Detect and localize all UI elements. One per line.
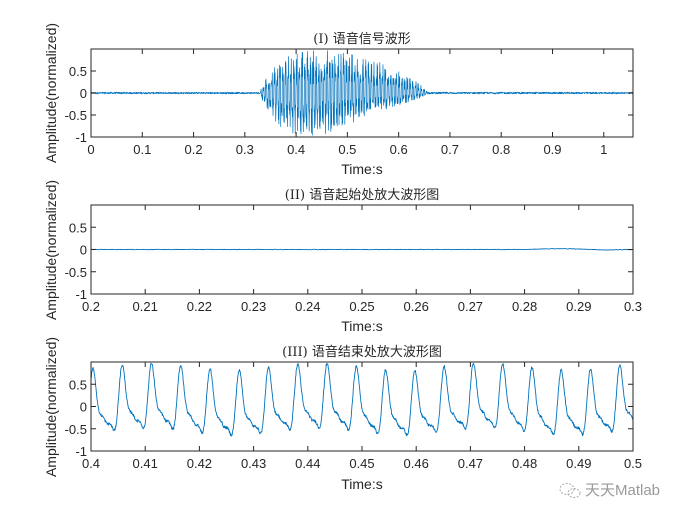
- axes-3-title: (III) 语音结束处放大波形图: [282, 344, 442, 360]
- watermark: 天天Matlab: [559, 482, 660, 499]
- axes-3-plot-area: 0.4 0.41 0.42 0.43 0.44 0.45 0.46 0.47 0.48 0.49 0…: [65, 361, 642, 471]
- series-line: [91, 50, 633, 136]
- y-tick-label: -0.5: [65, 422, 87, 437]
- x-tick-label: 0.8: [492, 142, 510, 157]
- axes-1-title: (I) 语音信号波形: [313, 31, 410, 47]
- y-tick-label: 0: [80, 86, 87, 101]
- axes-2-ylabel: Amplitude(normalized): [43, 180, 59, 320]
- x-tick-label: 0: [87, 142, 94, 157]
- y-tick-label: -1: [75, 287, 87, 302]
- series-line: [91, 362, 633, 437]
- series-line: [91, 247, 633, 251]
- x-tick-label: 0.22: [187, 299, 212, 314]
- axes-2-plot-area: 0.2 0.21 0.22 0.23 0.24 0.25 0.26 0.27 0.28 0.29 0…: [65, 204, 642, 314]
- x-tick-label: 0.1: [133, 142, 151, 157]
- y-tick-label: 0.5: [69, 220, 87, 235]
- y-tick-label: 0: [80, 243, 87, 258]
- x-tick-label: 0.4: [287, 142, 305, 157]
- x-tick-label: 0.5: [338, 142, 356, 157]
- x-tick-label: 0.49: [566, 456, 591, 471]
- x-tick-label: 0.23: [241, 299, 266, 314]
- y-tick-label: -1: [75, 130, 87, 145]
- watermark-text: 天天Matlab: [585, 482, 660, 499]
- x-tick-label: 0.6: [390, 142, 408, 157]
- axes-3-xlabel: Time:s: [341, 476, 382, 492]
- axes-1-signal-waveform: (I) 语音信号波形 0 0.1 0.2 0.3 0.4 0.5 0.6 0.7 0.8 0.9 1…: [43, 23, 634, 177]
- y-tick-label: 0.5: [69, 64, 87, 79]
- x-tick-label: 0.27: [458, 299, 483, 314]
- axes-2-xlabel: Time:s: [341, 318, 382, 334]
- x-tick-label: 0.5: [624, 456, 642, 471]
- y-tick-label: 0: [80, 400, 87, 415]
- x-tick-label: 0.29: [566, 299, 591, 314]
- x-tick-label: 0.41: [133, 456, 158, 471]
- x-tick-label: 0.7: [441, 142, 459, 157]
- x-tick-label: 0.47: [458, 456, 483, 471]
- x-tick-label: 1: [600, 142, 607, 157]
- x-tick-label: 0.26: [404, 299, 429, 314]
- axes-2-title: (II) 语音起始处放大波形图: [285, 187, 440, 203]
- x-tick-label: 0.48: [512, 456, 537, 471]
- x-tick-label: 0.3: [236, 142, 254, 157]
- x-tick-label: 0.3: [624, 299, 642, 314]
- x-tick-label: 0.46: [404, 456, 429, 471]
- x-tick-label: 0.4: [82, 456, 100, 471]
- x-tick-label: 0.9: [543, 142, 561, 157]
- x-tick-label: 0.21: [133, 299, 158, 314]
- x-tick-label: 0.43: [241, 456, 266, 471]
- y-tick-label: -0.5: [65, 108, 87, 123]
- axes-1-plot-area: 0 0.1 0.2 0.3 0.4 0.5 0.6 0.7 0.8 0.9 1 -1 -0.5 0 0.5: [65, 48, 634, 157]
- x-tick-label: 0.44: [295, 456, 320, 471]
- axes-1-xlabel: Time:s: [341, 161, 382, 177]
- y-tick-label: -0.5: [65, 265, 87, 280]
- y-tick-label: 0.5: [69, 377, 87, 392]
- axes-2-onset-zoom: (II) 语音起始处放大波形图 0.2 0.21 0.22 0.23 0.24 0.25 0…: [43, 180, 642, 334]
- x-tick-label: 0.24: [295, 299, 320, 314]
- x-tick-label: 0.28: [512, 299, 537, 314]
- axes-1-ylabel: Amplitude(normalized): [43, 23, 59, 163]
- y-tick-label: -1: [75, 444, 87, 459]
- wechat-logo-icon: [559, 483, 581, 498]
- axes-3-end-zoom: (III) 语音结束处放大波形图 0.4 0.41 0.42 0.43 0.44 0.45…: [43, 337, 642, 492]
- axes-3-ylabel: Amplitude(normalized): [43, 337, 59, 477]
- x-tick-label: 0.42: [187, 456, 212, 471]
- x-tick-label: 0.2: [82, 299, 100, 314]
- x-tick-label: 0.25: [349, 299, 374, 314]
- x-tick-label: 0.2: [185, 142, 203, 157]
- x-tick-label: 0.45: [349, 456, 374, 471]
